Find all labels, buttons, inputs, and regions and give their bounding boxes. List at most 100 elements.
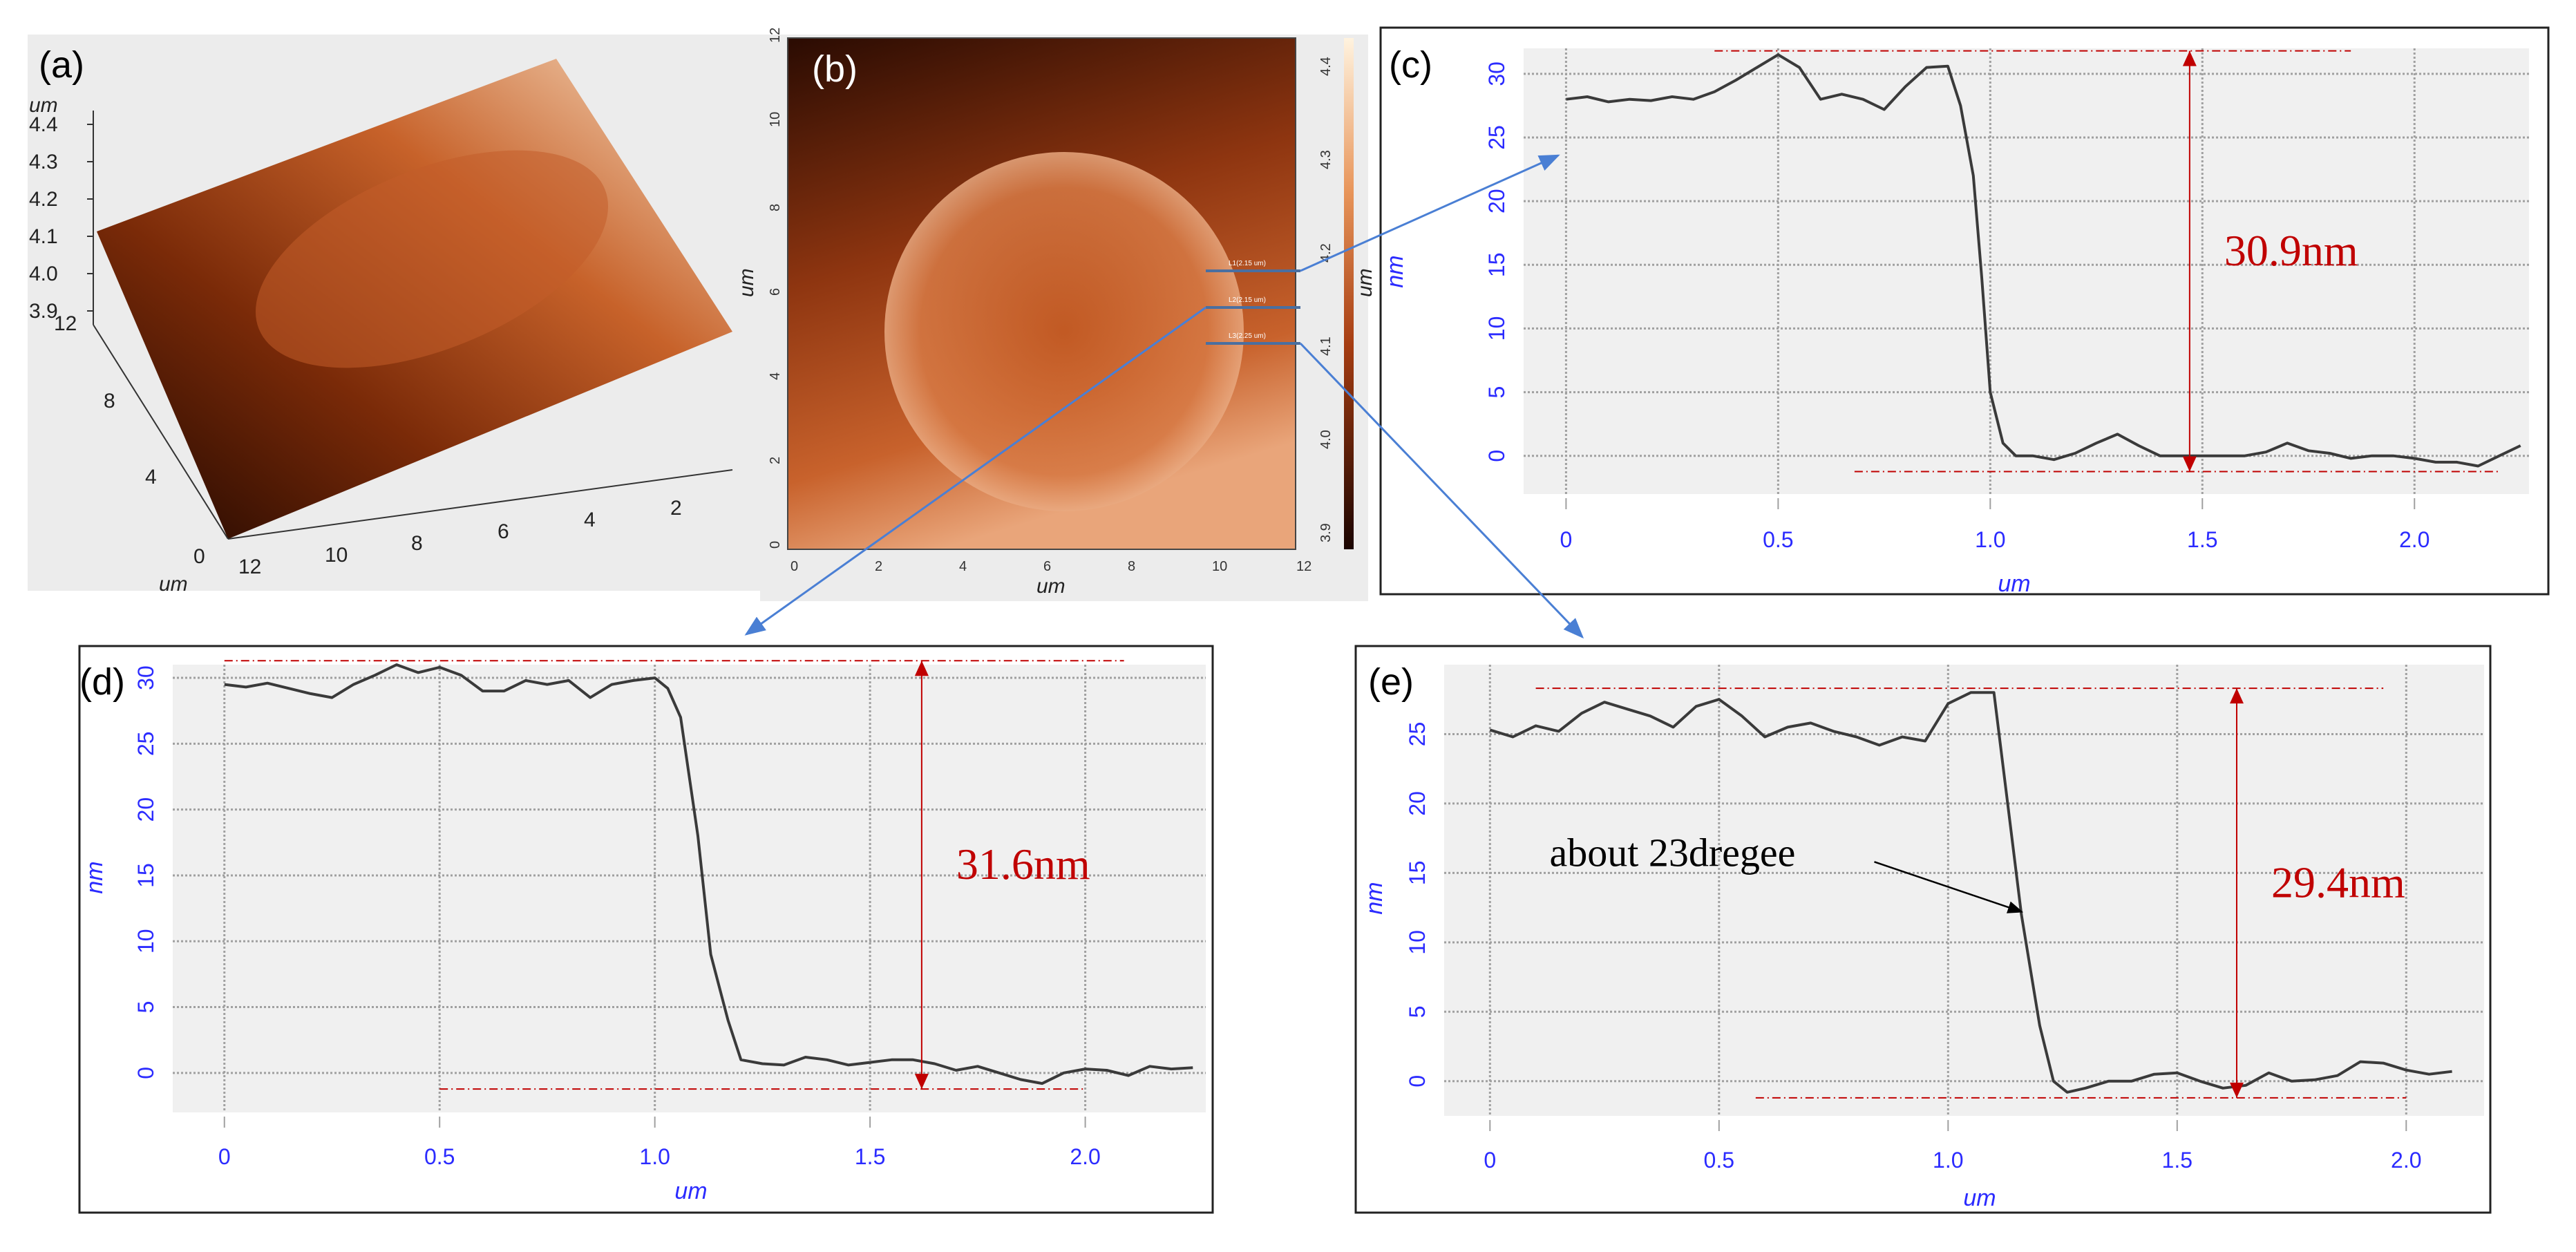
panel-b-y-tick: 8 [768, 204, 783, 211]
panel-b-x-tick: 10 [1212, 559, 1227, 574]
connector-to-c [1300, 154, 1560, 272]
panel-a-z-tick: 4.0 [29, 263, 58, 285]
panel-label-d: (d) [79, 661, 125, 703]
panel-a-x-axis [227, 469, 733, 540]
colorbar-tick: 4.4 [1318, 57, 1334, 76]
height-annotation: 30.9nm [2224, 226, 2358, 275]
height-annotation: 31.6nm [956, 840, 1090, 889]
panel-a-x-tick: 2 [670, 497, 682, 520]
panel-a-z-tick: 4.1 [29, 225, 58, 248]
panel-b-x-tick: 6 [1043, 559, 1051, 574]
panel-a-x-tick: 10 [325, 544, 348, 567]
panel-label-a: (a) [39, 44, 84, 86]
y-tick-label: 10 [1405, 930, 1430, 955]
x-tick-label: 1.5 [855, 1144, 885, 1169]
y-axis-label: nm [1361, 882, 1388, 914]
panel-a-x-tick: 6 [498, 520, 509, 543]
y-tick-label: 10 [133, 929, 158, 954]
height-arrow-head-up [2182, 50, 2197, 66]
y-tick-label: 30 [1484, 61, 1509, 86]
angle-annotation-arrow [1874, 861, 2024, 913]
panel-b: (b) L1(2.15 um) L2(2.15 um) L3(2.25 um) … [735, 28, 1376, 601]
panel-b-y-tick: 10 [768, 112, 783, 127]
x-tick-label: 0 [1484, 1148, 1496, 1173]
panel-a-y-tick: 4 [145, 466, 157, 489]
panel-a-y-tick: 0 [193, 545, 205, 568]
y-tick-label: 10 [1484, 316, 1509, 341]
panel-b-y-tick: 12 [768, 28, 783, 43]
x-tick-label: 1.5 [2162, 1148, 2193, 1173]
profile-lines: L1(2.15 um) L2(2.15 um) L3(2.25 um) [1206, 260, 1300, 345]
x-tick-label: 1.0 [1933, 1148, 1963, 1173]
panel-b-y-tick: 0 [768, 541, 783, 549]
profile-series-line [1566, 53, 2521, 468]
colorbar-tick: 4.0 [1318, 430, 1334, 449]
panel-a: (a) um 4.4 4.3 4.2 4.1 4.0 3.9 12 8 4 0 12 10 8 6 4 2… [28, 35, 764, 596]
y-tick-label: 25 [1484, 125, 1509, 150]
panel-a-x-unit: um [159, 573, 188, 596]
panel-a-z-tick: 4.4 [29, 113, 58, 136]
height-arrow-head-up [2229, 688, 2244, 704]
panel-a-z-tick: 4.2 [29, 188, 58, 211]
panel-a-z-tick: 3.9 [29, 300, 58, 323]
panel-d: (d) 0 0.5 1.0 1.5 2.0 0 5 10 15 20 25 30 um nm 31.6nm [78, 645, 1214, 1214]
height-arrow-head-up [914, 661, 929, 676]
panel-a-x-tick: 12 [238, 556, 261, 578]
panel-a-x-tick: 8 [411, 532, 423, 555]
connector-to-d [744, 306, 1206, 636]
panel-a-y-tick: 12 [54, 312, 77, 335]
height-annotation: 29.4nm [2271, 858, 2405, 907]
colorbar-label: um [1354, 268, 1376, 297]
colorbar-tick: 4.1 [1318, 336, 1334, 356]
y-tick-label: 0 [133, 1067, 158, 1079]
afm-map-frame [787, 37, 1296, 550]
y-tick-label: 15 [133, 863, 158, 888]
panel-e: (e) 0 0.5 1.0 1.5 2.0 0 5 10 15 20 25 um nm 29.4nm abo… [1354, 645, 2492, 1214]
y-tick-label: 0 [1484, 450, 1509, 462]
profile-line-3-label: L3(2.25 um) [1229, 332, 1266, 340]
colorbar [1344, 38, 1354, 549]
panel-label-b: (b) [812, 48, 858, 90]
panel-a-y-tick: 8 [104, 390, 115, 412]
x-tick-label: 1.0 [1975, 527, 2005, 552]
x-tick-label: 2.0 [1070, 1144, 1100, 1169]
connector-to-e [1299, 342, 1584, 639]
y-tick-label: 5 [133, 1001, 158, 1014]
panel-label-c: (c) [1389, 44, 1432, 86]
afm-dome-top-view [884, 152, 1244, 511]
colorbar-tick: 3.9 [1318, 523, 1334, 542]
profile-series-line [224, 663, 1193, 1085]
panel-b-x-tick: 12 [1296, 559, 1311, 574]
panel-a-x-tick: 4 [584, 509, 596, 531]
x-tick-label: 0.5 [1763, 527, 1793, 552]
y-axis-label: nm [82, 861, 108, 893]
x-axis-label: um [1998, 571, 2030, 597]
x-tick-label: 2.0 [2391, 1148, 2421, 1173]
panel-b-y-tick: 6 [768, 288, 783, 296]
x-axis-label: um [1963, 1185, 1996, 1211]
y-tick-label: 15 [1405, 861, 1430, 886]
x-tick-label: 0.5 [1704, 1148, 1734, 1173]
plot-area [1444, 665, 2484, 1116]
connector-arrows [744, 154, 1584, 639]
x-tick-label: 0 [218, 1144, 231, 1169]
profile-series-line [1489, 691, 2452, 1094]
height-arrow-head-down [2229, 1082, 2244, 1098]
panel-b-x-label: um [1036, 575, 1066, 598]
plot-area [173, 665, 1206, 1112]
x-tick-label: 0.5 [424, 1144, 455, 1169]
y-tick-label: 5 [1484, 386, 1509, 399]
y-tick-label: 20 [1484, 189, 1509, 214]
afm-3d-dome [255, 150, 609, 368]
y-tick-label: 25 [1405, 722, 1430, 747]
x-tick-label: 1.5 [2187, 527, 2217, 552]
y-tick-label: 0 [1405, 1075, 1430, 1088]
panel-b-y-label: um [735, 268, 758, 297]
panel-b-y-tick: 4 [768, 372, 783, 380]
panel-b-x-tick: 2 [875, 559, 882, 574]
panel-a-z-tick: 4.3 [29, 151, 58, 173]
y-tick-label: 5 [1405, 1005, 1430, 1018]
y-tick-label: 30 [133, 665, 158, 690]
angle-annotation: about 23dregee [1549, 830, 1795, 875]
